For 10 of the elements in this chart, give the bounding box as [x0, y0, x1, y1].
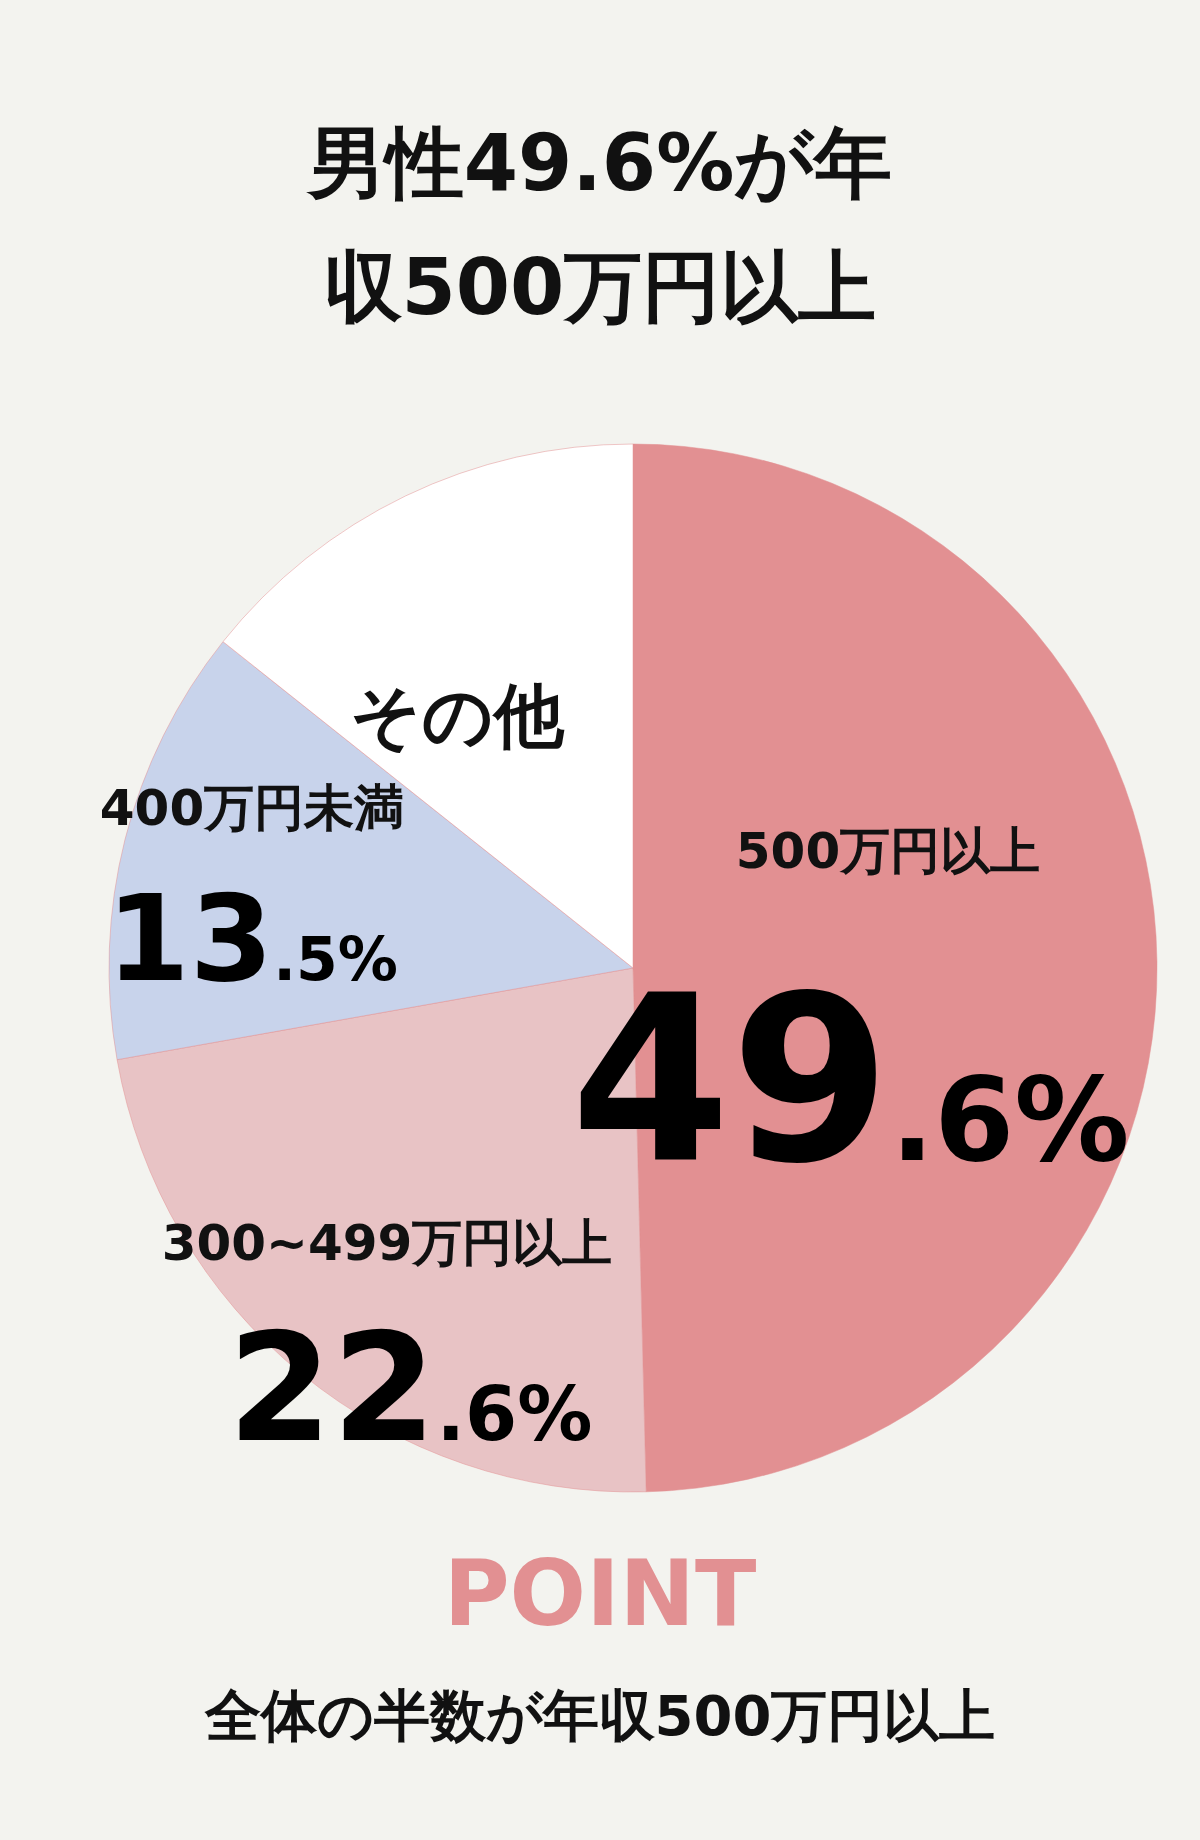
slice-label: 400万円未満: [99, 779, 405, 837]
text: 全体の半数が年収500万円以上: [203, 1683, 996, 1748]
chart-title: 男性49.6%が年収500万円以上: [305, 118, 893, 332]
slice-label: 300~499万円以上: [161, 1214, 613, 1272]
slice-label: その他: [350, 675, 565, 757]
text: POINT: [443, 1541, 757, 1646]
data-label: 22.6%: [227, 1301, 593, 1475]
data-label: 49.6%: [570, 947, 1130, 1214]
slice-label: 500万円以上: [735, 822, 1041, 880]
data-label: 13.5%: [106, 869, 398, 1008]
